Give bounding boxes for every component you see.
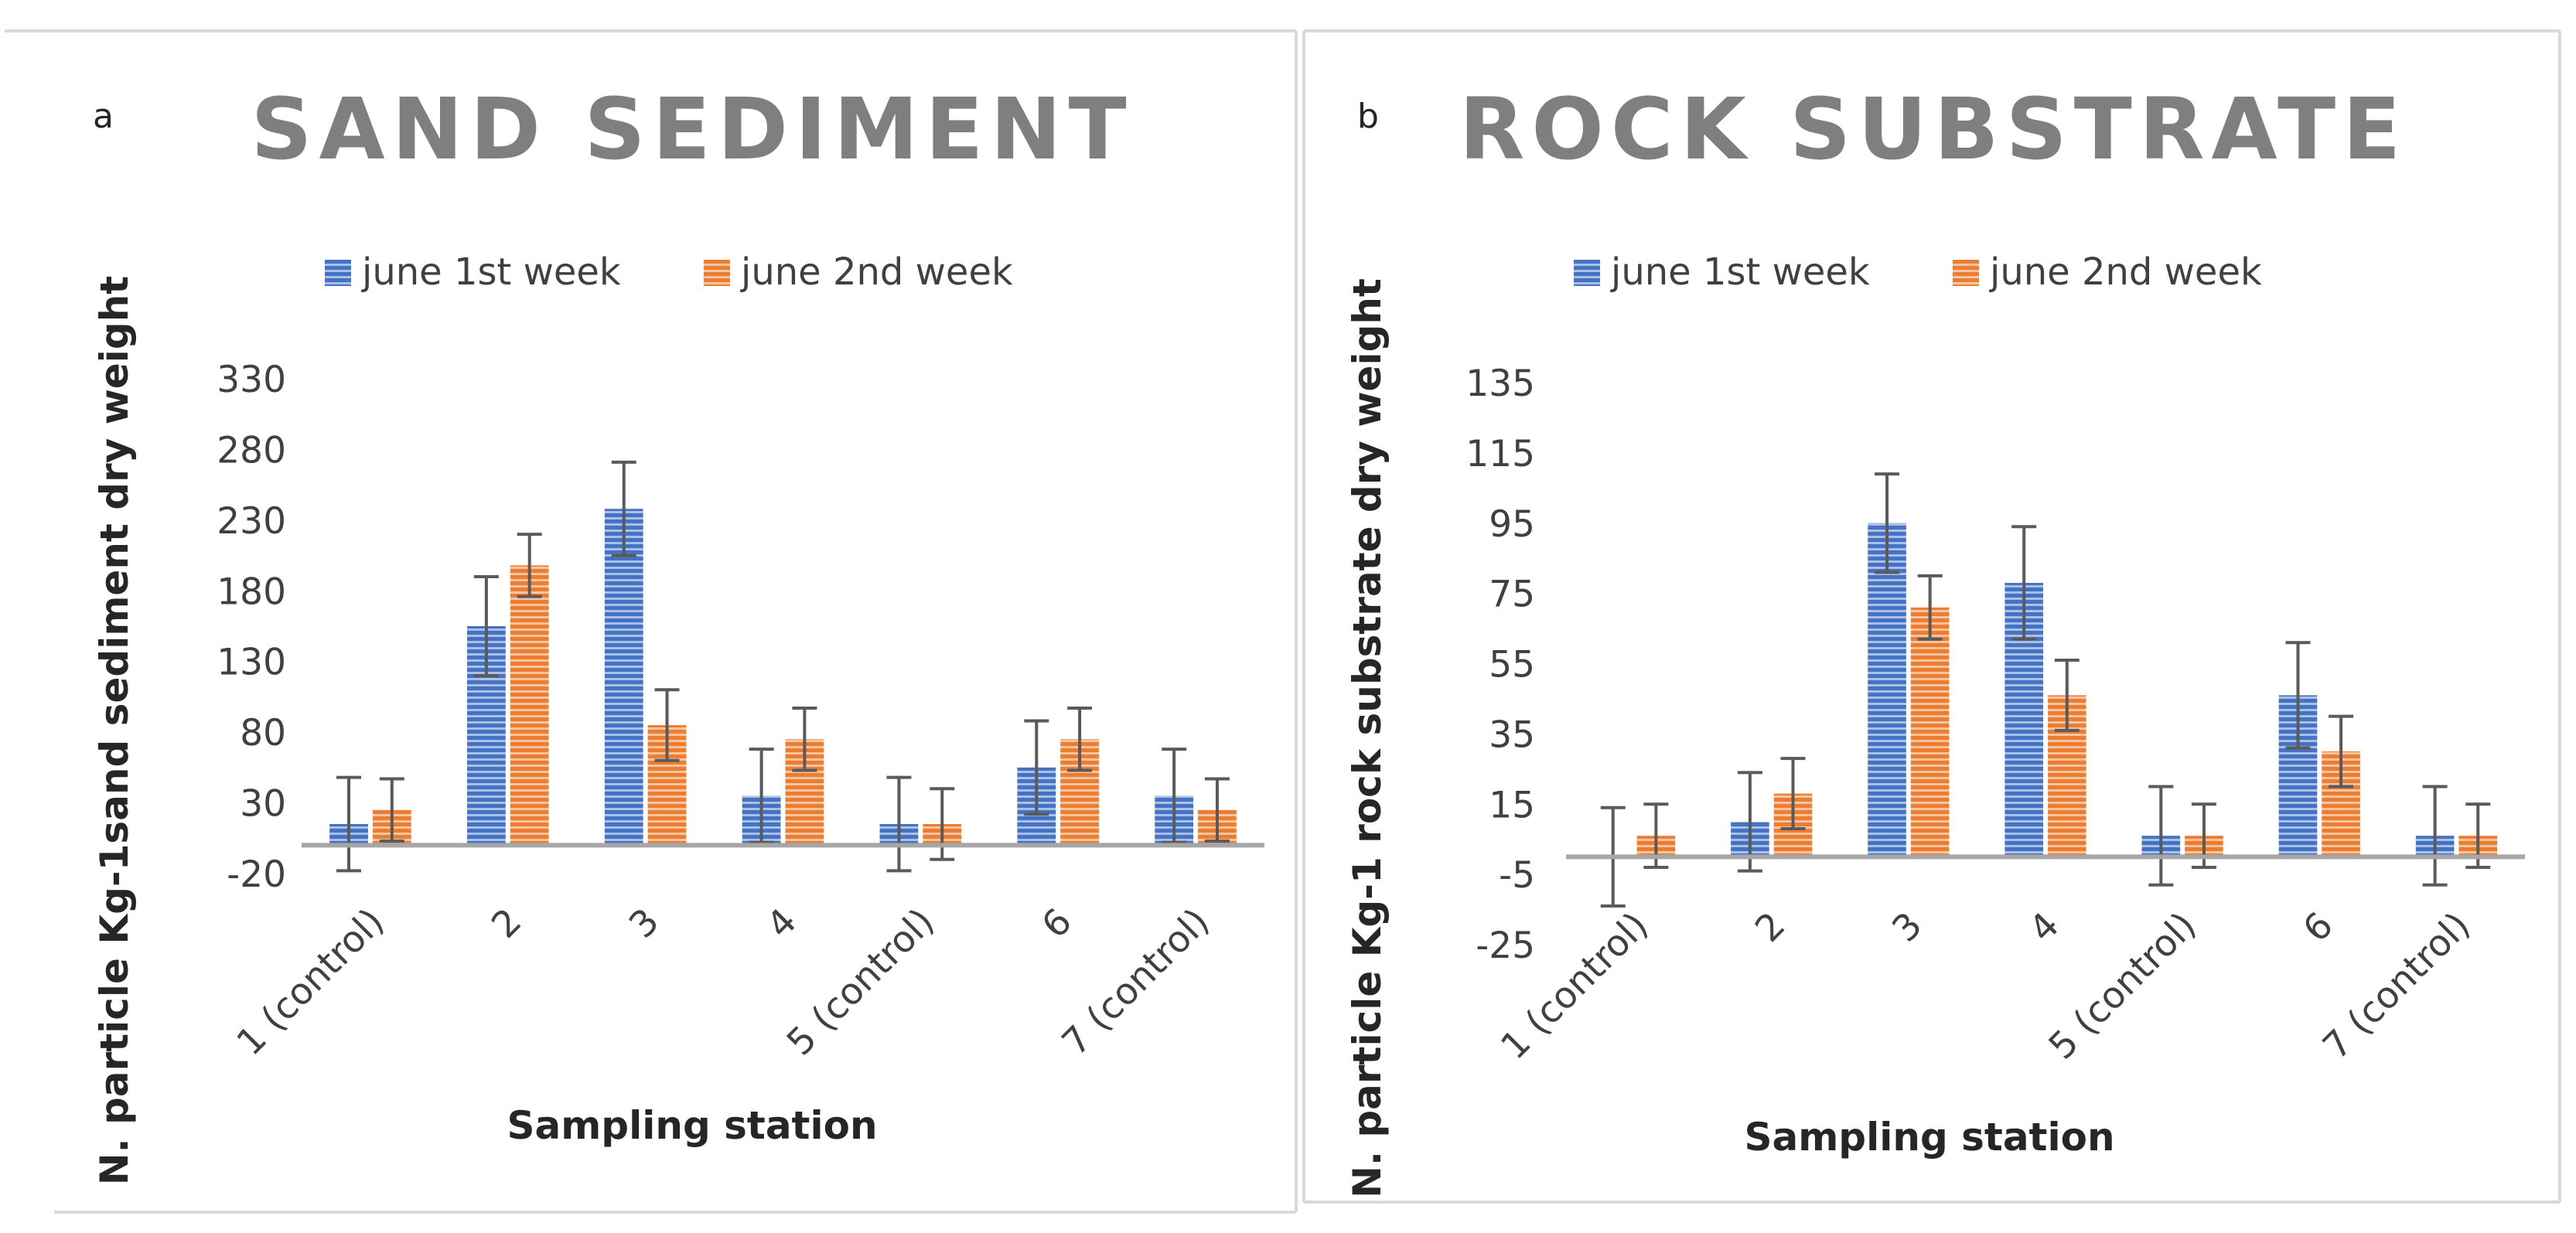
- error-bar-series-2-cat-2: [517, 533, 542, 598]
- bar-series-2-cat-3: [1910, 607, 1950, 857]
- y-tick-label: 280: [217, 429, 286, 472]
- y-tick-label: 95: [1489, 503, 1535, 546]
- error-bar-series-1-cat-5: [886, 775, 912, 873]
- x-axis-label: Sampling station: [507, 1103, 877, 1148]
- bar-series-2-cat-2: [510, 565, 549, 846]
- error-bar-series-2-cat-4: [792, 707, 817, 772]
- legend-swatch-series-1: [1574, 260, 1600, 286]
- y-axis-label: N. particle Kg-1 rock substrate dry weig…: [1345, 278, 1390, 1198]
- y-tick-label: 135: [1465, 363, 1535, 405]
- error-bar-series-2-cat-1: [379, 777, 404, 843]
- legend-swatch-series-2: [1953, 260, 1979, 286]
- legend-label-series-2: june 2nd week: [740, 250, 1013, 294]
- legend-label-series-2: june 2nd week: [1989, 250, 2262, 294]
- error-bar-series-1-cat-3: [1875, 472, 1900, 574]
- error-bar-series-1-cat-6: [1024, 719, 1049, 816]
- error-bar-series-2-cat-4: [2054, 658, 2080, 732]
- error-bar-series-2-cat-6: [1067, 707, 1093, 772]
- error-bar-series-1-cat-4: [2011, 525, 2037, 641]
- y-tick-label: -5: [1499, 854, 1535, 897]
- y-tick-label: 30: [240, 783, 286, 826]
- error-bar-series-1-cat-2: [1737, 771, 1762, 873]
- error-bar-series-1-cat-5: [2148, 785, 2174, 887]
- y-axis-label: N. particle Kg-1sand sediment dry weight: [92, 276, 137, 1185]
- y-tick-label: -20: [227, 853, 286, 896]
- y-tick-label: -25: [1476, 925, 1535, 967]
- chart-title: SAND SEDIMENT: [251, 80, 1133, 179]
- panel-letter: a: [93, 97, 114, 136]
- legend-label-series-1: june 1st week: [1610, 250, 1870, 294]
- error-bar-series-1-cat-4: [749, 748, 774, 844]
- y-tick-label: 330: [217, 359, 286, 401]
- chart-title: ROCK SUBSTRATE: [1459, 80, 2408, 179]
- y-tick-label: 35: [1489, 714, 1535, 756]
- error-bar-series-2-cat-6: [2329, 714, 2354, 789]
- legend: june 1st week june 2nd week: [325, 250, 1013, 294]
- x-axis-label: Sampling station: [1744, 1115, 2114, 1160]
- error-bar-series-2-cat-3: [1917, 574, 1943, 641]
- error-bar-series-1-cat-1: [336, 775, 362, 873]
- y-tick-label: 15: [1489, 784, 1535, 826]
- legend-swatch-series-1: [325, 260, 351, 286]
- error-bar-series-1-cat-6: [2285, 641, 2311, 750]
- y-tick-label: 80: [240, 712, 286, 754]
- bar-series-1-cat-3: [1868, 523, 1906, 857]
- legend-swatch-series-2: [704, 260, 730, 286]
- error-bar-series-1-cat-7: [1162, 748, 1187, 844]
- error-bar-series-2-cat-5: [930, 787, 955, 861]
- panel-letter: b: [1357, 97, 1379, 136]
- error-bar-series-1-cat-3: [611, 460, 636, 557]
- legend: june 1st week june 2nd week: [1574, 250, 2262, 294]
- y-tick-label: 75: [1489, 574, 1535, 616]
- error-bar-series-1-cat-7: [2422, 785, 2448, 887]
- error-bar-series-2-cat-7: [1204, 777, 1230, 843]
- y-tick-label: 115: [1465, 433, 1535, 475]
- y-tick-label: 230: [217, 500, 286, 543]
- y-tick-label: 55: [1489, 644, 1535, 686]
- bar-series-1-cat-3: [604, 509, 643, 846]
- y-tick-label: 180: [217, 571, 286, 613]
- error-bar-series-1-cat-2: [473, 575, 499, 677]
- y-tick-label: 130: [217, 642, 286, 684]
- legend-label-series-1: june 1st week: [361, 250, 621, 294]
- error-bar-series-2-cat-2: [1780, 757, 1806, 831]
- error-bar-series-2-cat-3: [654, 688, 680, 762]
